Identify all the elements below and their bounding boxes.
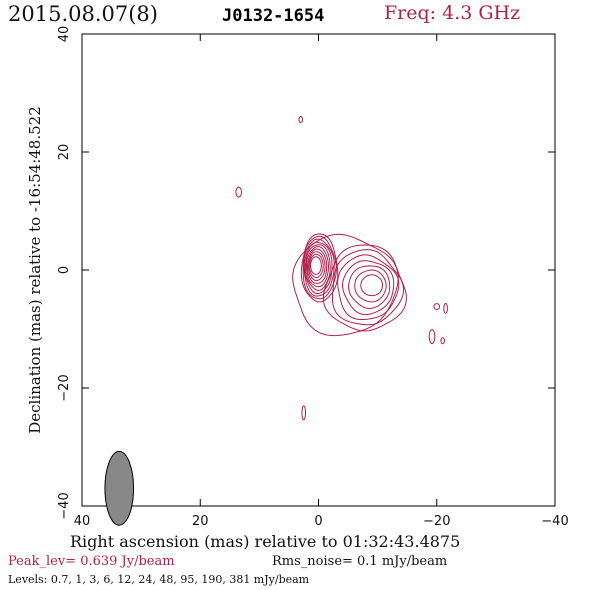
core-contour: [306, 245, 330, 288]
isolated-contour: [433, 303, 441, 311]
peak-level: Peak_lev= 0.639 Jy/beam: [8, 554, 175, 569]
x-tick-label: 0: [314, 514, 322, 529]
axis-ticks: [81, 33, 556, 507]
y-tick-label: 40: [57, 26, 72, 43]
jet-contour: [342, 260, 395, 316]
y-tick-label: −20: [57, 374, 72, 401]
jet-contour: [322, 244, 407, 332]
isolated-contour: [298, 116, 304, 124]
x-tick-label: −40: [541, 514, 568, 529]
x-axis-label: Right ascension (mas) relative to 01:32:…: [70, 532, 461, 551]
core-contour: [308, 251, 326, 282]
jet-contour: [337, 254, 400, 320]
core-contour: [303, 238, 335, 297]
epoch-date: 2015.08.07(8): [8, 2, 158, 26]
source-name: J0132-1654: [222, 6, 325, 26]
isolated-contour: [443, 302, 448, 314]
isolated-contour: [440, 337, 445, 345]
contour-group: [292, 233, 407, 337]
core-contour: [302, 235, 337, 300]
core-contour: [307, 248, 328, 284]
y-tick-label: 0: [57, 266, 72, 274]
core-contour: [309, 253, 324, 279]
plot-frame: [81, 33, 556, 507]
contour-levels: Levels: 0.7, 1, 3, 6, 12, 24, 48, 95, 19…: [8, 573, 310, 586]
tick-labels: 40 20 0 −20 −40 −40 −20 0 20 40: [57, 26, 569, 529]
y-tick-label: −40: [57, 492, 72, 519]
x-tick-label: −20: [423, 514, 450, 529]
core-contour: [300, 233, 339, 303]
isolated-contour: [235, 186, 242, 198]
y-axis-label: Declination (mas) relative to -16:54:48.…: [26, 106, 44, 434]
y-tick-label: 20: [57, 144, 72, 161]
rms-noise: Rms_noise= 0.1 mJy/beam: [272, 554, 448, 569]
x-tick-label: 40: [74, 514, 91, 529]
jet-contour: [332, 249, 405, 326]
isolated-contours: [235, 116, 448, 421]
beam-ellipse: [104, 450, 135, 526]
isolated-contour: [301, 405, 307, 421]
frequency-label: Freq: 4.3 GHz: [384, 2, 521, 24]
jet-contour: [348, 265, 391, 310]
isolated-contour: [428, 329, 436, 345]
jet-contour: [360, 274, 383, 297]
envelope-contour: [292, 233, 399, 337]
core-contour: [310, 256, 322, 275]
jet-contour: [354, 269, 387, 303]
x-tick-label: 20: [192, 514, 209, 529]
core-contour: [304, 244, 331, 291]
